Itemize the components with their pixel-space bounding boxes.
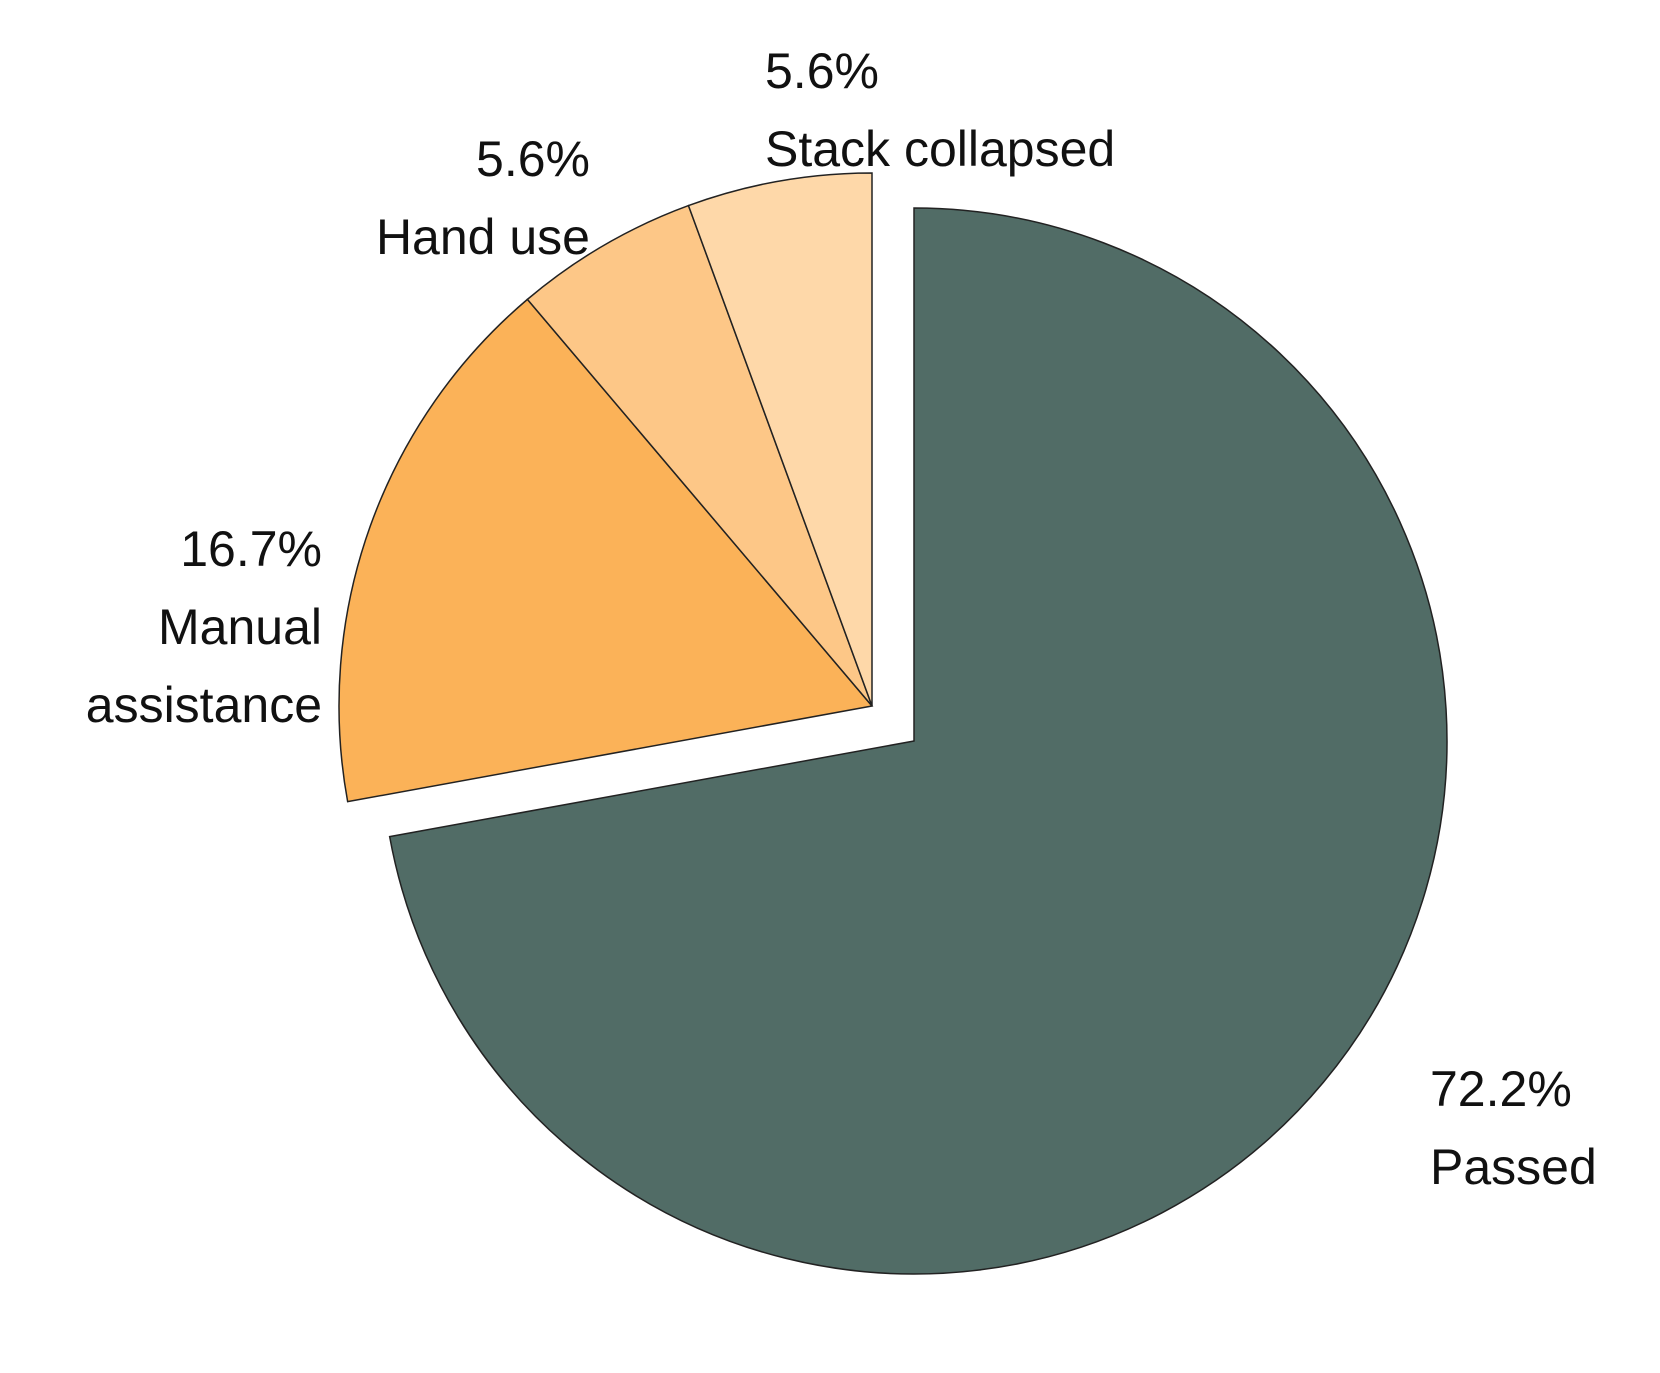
category-label: Hand use xyxy=(375,209,590,265)
value-label: 5.6% xyxy=(765,43,879,99)
pie-slice xyxy=(338,298,874,803)
category-label: Passed xyxy=(1430,1139,1597,1195)
slice-label: 16.7% Manual assistance xyxy=(0,510,322,744)
value-label: 16.7% xyxy=(180,521,322,577)
slice-label: 5.6% Hand use xyxy=(300,120,590,276)
category-label: Stack collapsed xyxy=(765,121,1116,177)
pie-slice xyxy=(388,207,1448,1275)
slice-label: 5.6% Stack collapsed xyxy=(765,32,1265,188)
value-label: 72.2% xyxy=(1430,1061,1572,1117)
category-label: Manual assistance xyxy=(85,599,322,733)
pie-slice xyxy=(687,172,873,707)
pie-slice xyxy=(526,204,873,707)
slice-label: 72.2% Passed xyxy=(1430,1050,1660,1206)
value-label: 5.6% xyxy=(476,131,590,187)
